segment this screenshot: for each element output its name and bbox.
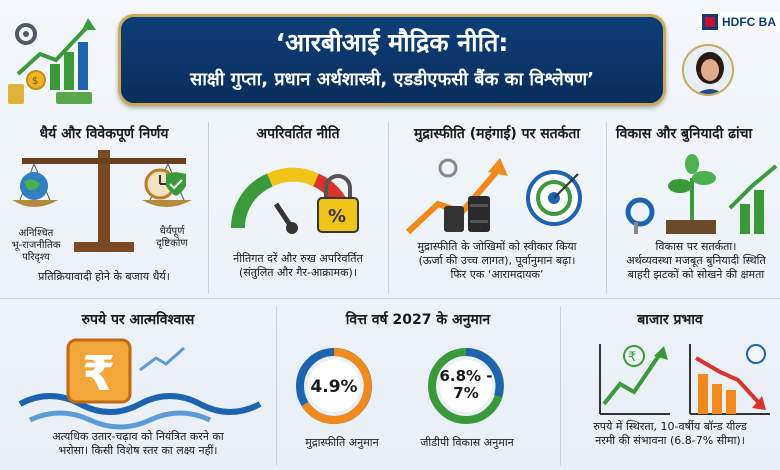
card-inflation: मुद्रास्फीति (महंगाई) पर सतर्कता मुद्रास… — [388, 118, 606, 298]
card-forecast: वित्त वर्ष 2027 के अनुमान 4.9% मुद्रास्फ… — [276, 300, 560, 470]
card-title: रुपये पर आत्मविश्वास — [81, 312, 195, 328]
rupee-symbol: ₹ — [82, 346, 115, 402]
divider — [0, 298, 780, 299]
svg-text:$: $ — [32, 76, 38, 87]
card-title: मुद्रास्फीति (महंगाई) पर सतर्कता — [414, 126, 580, 142]
gdp-forecast-ring — [428, 348, 504, 424]
inflation-forecast-label: मुद्रास्फीति अनुमान — [305, 436, 379, 449]
rupee-wave-icon: ₹ — [18, 338, 262, 430]
person-icon — [684, 46, 732, 94]
card-policy: अपरिवर्तित नीति % नीतिगत दरें और रुख अपर… — [208, 118, 388, 298]
card-market: बाजार प्रभाव ₹ रुपये में स्थिरता, 10-वर्… — [560, 300, 780, 470]
logo-text: HDFC BA — [722, 15, 776, 29]
growth-bars-icon: $ — [8, 18, 96, 104]
inflation-arrow-icon — [405, 158, 582, 235]
card-text: प्रतिक्रियावादी होने के बजाय धैर्य। — [38, 270, 170, 283]
card-text: नीतिगत दरें और रुख अपरिवर्तित (संतुलित औ… — [233, 252, 363, 279]
card-rupee: रुपये पर आत्मविश्वास ₹ अत्यधिक उतार-चढ़ा… — [0, 300, 276, 470]
divider — [208, 122, 209, 294]
gauge-icon: % — [231, 167, 359, 234]
card-title: बाजार प्रभाव — [637, 312, 703, 328]
card-patience: धैर्य और विवेकपूर्ण निर्णय अनिश्चित भू-र… — [0, 118, 208, 298]
growth-plant-icon — [625, 154, 778, 234]
patient-approach-label: धैर्यपूर्ण दृष्टिकोण — [156, 226, 188, 249]
page-title: ‘आरबीआई मौद्रिक नीति: — [275, 28, 509, 57]
avatar — [682, 44, 734, 96]
gdp-forecast-label: जीडीपी विकास अनुमान — [420, 436, 514, 449]
card-text: अत्यधिक उतार-चढ़ाव को नियंत्रित करने का … — [52, 430, 224, 457]
card-text: मुद्रास्फीति के जोखिमों को स्वीकार किया … — [417, 240, 577, 281]
card-title: धैर्य और विवेकपूर्ण निर्णय — [39, 126, 169, 142]
logo-mark-icon — [702, 14, 718, 30]
divider — [276, 306, 277, 466]
header: $ ‘आरबीआई मौद्रिक नीति: साक्षी गुप्ता, प… — [0, 0, 780, 118]
divider — [388, 122, 389, 294]
card-title: विकास और बुनियादी ढांचा — [616, 126, 753, 142]
card-growth: विकास और बुनियादी ढांचा विकास पर सतर्कता… — [606, 118, 780, 298]
card-text: रुपये में स्थिरता, 10-वर्षीय बॉन्ड यील्ड… — [593, 420, 747, 447]
divider — [560, 306, 561, 466]
gauge-symbol: % — [328, 206, 346, 227]
inflation-forecast-ring — [296, 348, 372, 424]
bank-logo: HDFC BA — [700, 12, 780, 32]
card-title: अपरिवर्तित नीति — [256, 126, 340, 142]
title-banner: ‘आरबीआई मौद्रिक नीति: साक्षी गुप्ता, प्र… — [118, 14, 666, 106]
card-text: विकास पर सतर्कता। अर्थव्यवस्था मजबूत बुन… — [626, 240, 766, 281]
card-title: वित्त वर्ष 2027 के अनुमान — [345, 312, 491, 328]
gdp-forecast-value: 6.8% - 7% — [439, 367, 493, 402]
uncertain-landscape-label: अनिश्चित भू-राजनीतिक परिदृश्य — [11, 228, 61, 263]
balance-scale-icon — [12, 150, 192, 252]
divider — [606, 122, 607, 294]
page-subtitle: साक्षी गुप्ता, प्रधान अर्थशास्त्री, एडडी… — [190, 69, 594, 90]
market-rupee-symbol: ₹ — [628, 350, 636, 365]
market-charts-icon: ₹ — [599, 344, 770, 415]
inflation-forecast-value: 4.9% — [310, 377, 358, 397]
